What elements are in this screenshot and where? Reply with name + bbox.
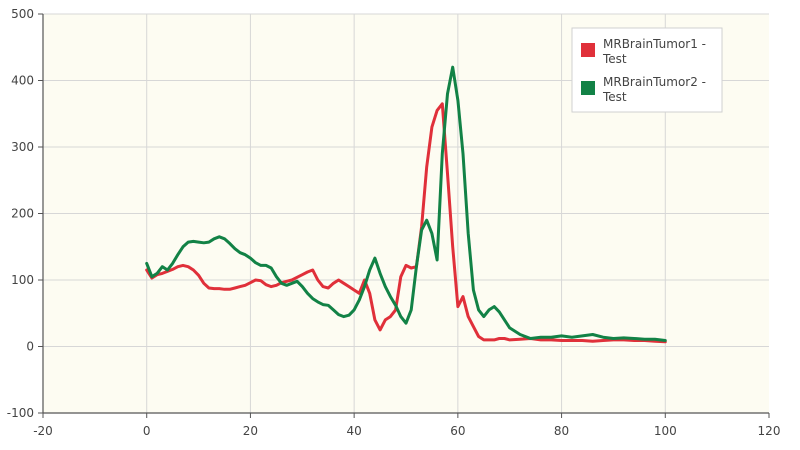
legend-label[interactable]: MRBrainTumor1 -Test <box>602 37 706 66</box>
legend[interactable]: MRBrainTumor1 -Test MRBrainTumor2 -Test <box>571 27 723 113</box>
legend-label[interactable]: MRBrainTumor2 -Test <box>602 75 706 104</box>
x-tick-label: 60 <box>450 424 465 438</box>
x-tick-label: 0 <box>143 424 151 438</box>
y-tick-label: 100 <box>11 273 34 287</box>
x-tick-label: 40 <box>347 424 362 438</box>
y-tick-label: -100 <box>7 406 34 420</box>
x-tick-label: 80 <box>554 424 569 438</box>
x-tick-label: 100 <box>654 424 677 438</box>
x-tick-label: 20 <box>243 424 258 438</box>
x-tick-label: 120 <box>758 424 781 438</box>
tick-labels: -20 0 20 40 60 80 100 120 -100 0 100 200 300 400 500 <box>7 7 781 438</box>
series-line-1 <box>145 102 667 344</box>
legend-swatch <box>581 43 595 57</box>
series-line-2 <box>145 65 667 342</box>
series-lines <box>145 65 667 344</box>
y-tick-label: 400 <box>11 74 34 88</box>
x-tick-label: -20 <box>33 424 53 438</box>
legend-swatch <box>581 81 595 95</box>
y-tick-label: 500 <box>11 7 34 21</box>
axes <box>38 13 770 418</box>
y-tick-label: 0 <box>26 340 34 354</box>
y-tick-label: 300 <box>11 140 34 154</box>
y-tick-label: 200 <box>11 207 34 221</box>
legend-box <box>571 27 723 113</box>
